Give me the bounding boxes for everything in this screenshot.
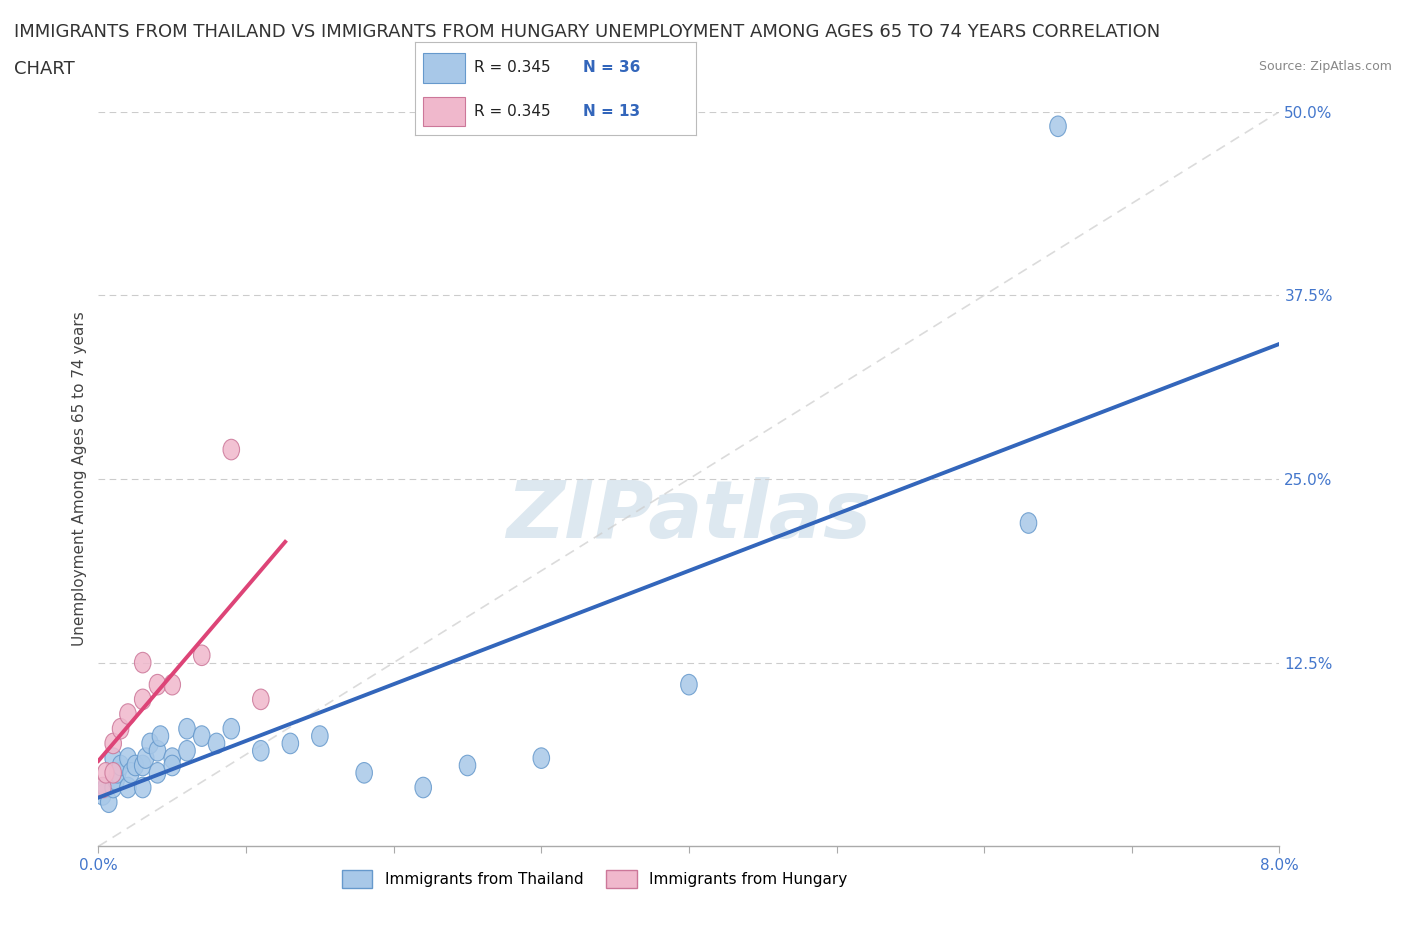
- Ellipse shape: [149, 674, 166, 695]
- Ellipse shape: [112, 719, 129, 739]
- Ellipse shape: [120, 777, 136, 798]
- Ellipse shape: [142, 733, 159, 753]
- Ellipse shape: [108, 770, 124, 790]
- Ellipse shape: [105, 748, 121, 768]
- Ellipse shape: [127, 755, 143, 776]
- Ellipse shape: [194, 645, 209, 666]
- Ellipse shape: [165, 755, 180, 776]
- Ellipse shape: [105, 777, 121, 798]
- Ellipse shape: [120, 748, 136, 768]
- Ellipse shape: [135, 689, 150, 710]
- Ellipse shape: [460, 755, 475, 776]
- Ellipse shape: [165, 674, 180, 695]
- Text: N = 36: N = 36: [583, 60, 641, 75]
- Ellipse shape: [94, 777, 111, 798]
- Ellipse shape: [165, 748, 180, 768]
- Ellipse shape: [105, 763, 121, 783]
- Ellipse shape: [208, 733, 225, 753]
- Ellipse shape: [356, 763, 373, 783]
- Ellipse shape: [122, 763, 139, 783]
- Text: N = 13: N = 13: [583, 104, 641, 119]
- Ellipse shape: [105, 733, 121, 753]
- Ellipse shape: [149, 740, 166, 761]
- Ellipse shape: [120, 704, 136, 724]
- Ellipse shape: [110, 763, 127, 783]
- Ellipse shape: [415, 777, 432, 798]
- Legend: Immigrants from Thailand, Immigrants from Hungary: Immigrants from Thailand, Immigrants fro…: [336, 864, 853, 894]
- Text: R = 0.345: R = 0.345: [474, 60, 550, 75]
- Ellipse shape: [179, 740, 195, 761]
- Ellipse shape: [100, 792, 117, 813]
- Ellipse shape: [283, 733, 298, 753]
- Ellipse shape: [179, 719, 195, 739]
- Ellipse shape: [135, 652, 150, 673]
- Ellipse shape: [97, 777, 114, 798]
- Ellipse shape: [152, 725, 169, 747]
- Ellipse shape: [681, 674, 697, 695]
- Ellipse shape: [135, 777, 150, 798]
- Ellipse shape: [312, 725, 328, 747]
- Ellipse shape: [194, 725, 209, 747]
- Ellipse shape: [253, 740, 269, 761]
- FancyBboxPatch shape: [423, 97, 465, 126]
- Ellipse shape: [1050, 116, 1066, 137]
- Text: Source: ZipAtlas.com: Source: ZipAtlas.com: [1258, 60, 1392, 73]
- Ellipse shape: [1021, 512, 1036, 533]
- Text: ZIPatlas: ZIPatlas: [506, 477, 872, 554]
- Ellipse shape: [135, 755, 150, 776]
- Ellipse shape: [224, 719, 239, 739]
- Ellipse shape: [94, 785, 111, 805]
- Ellipse shape: [149, 763, 166, 783]
- Ellipse shape: [253, 689, 269, 710]
- FancyBboxPatch shape: [423, 53, 465, 83]
- Ellipse shape: [224, 439, 239, 459]
- Text: R = 0.345: R = 0.345: [474, 104, 550, 119]
- Text: IMMIGRANTS FROM THAILAND VS IMMIGRANTS FROM HUNGARY UNEMPLOYMENT AMONG AGES 65 T: IMMIGRANTS FROM THAILAND VS IMMIGRANTS F…: [14, 23, 1160, 41]
- Ellipse shape: [138, 748, 153, 768]
- Text: CHART: CHART: [14, 60, 75, 78]
- Ellipse shape: [112, 755, 129, 776]
- Y-axis label: Unemployment Among Ages 65 to 74 years: Unemployment Among Ages 65 to 74 years: [72, 312, 87, 646]
- Ellipse shape: [97, 763, 114, 783]
- Ellipse shape: [533, 748, 550, 768]
